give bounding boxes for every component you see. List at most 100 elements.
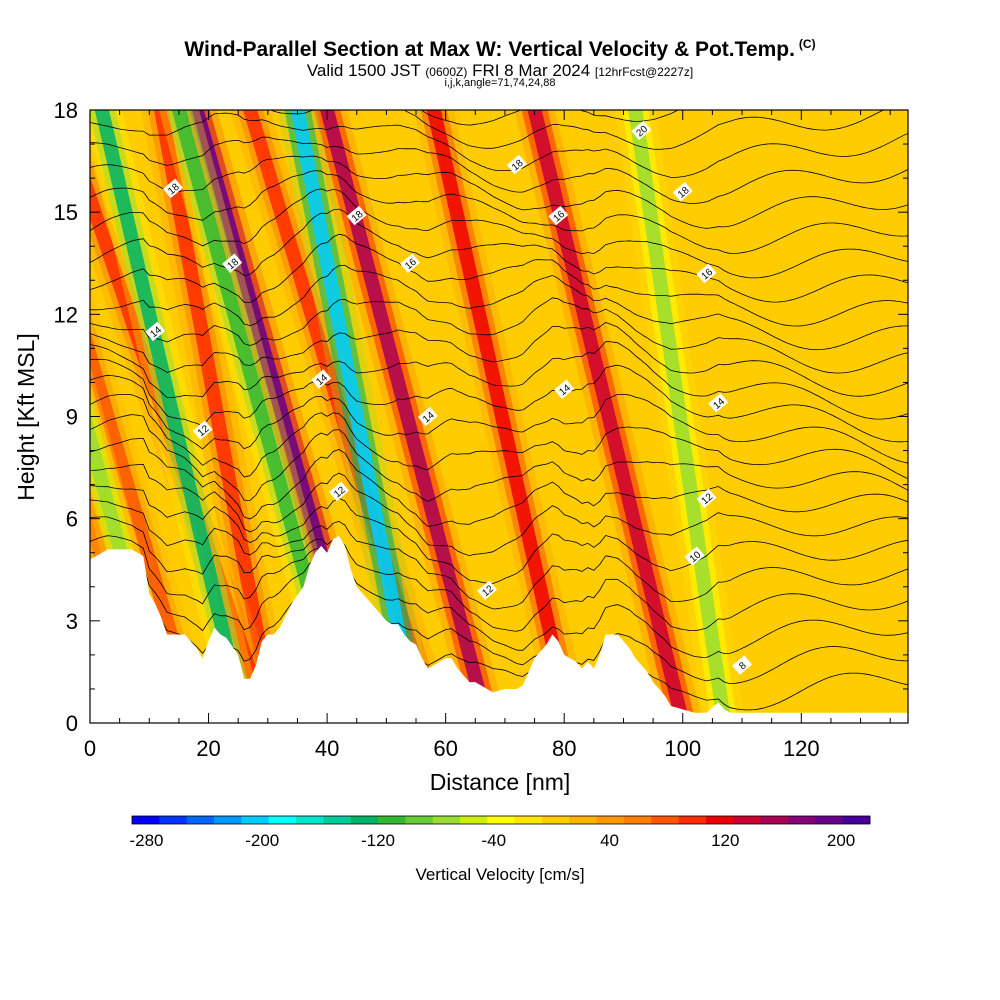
colorbar-swatch [432,816,461,824]
theta-contour-line [90,188,908,279]
theta-contour-line [90,499,908,610]
contour-label-bg [708,393,729,413]
contour-label-bg [311,369,332,389]
x-tick-label: 40 [315,736,339,761]
colorbar-swatch [405,816,434,824]
y-axis-label: Height [Kft MSL] [13,333,39,500]
x-tick-label: 80 [552,736,576,761]
colorbar-swatch [569,816,598,824]
contour-label-bg [631,120,652,141]
updraft-band-layer [154,110,281,723]
theta-contour-line [90,341,908,420]
colorbar-swatch [542,816,570,824]
colorbar-swatch [350,816,379,824]
contour-label-bg [477,580,498,600]
x-tick-label: 120 [783,736,820,761]
valid-utc: (0600Z) [425,65,468,79]
contour-label-bg [346,205,367,226]
y-tick-label: 3 [66,609,78,634]
contour-label-bg [548,205,569,226]
colorbar-swatch [842,816,871,824]
theta-contour-line [90,233,908,327]
updraft-band [413,110,591,723]
colorbar-tick-label: 120 [711,831,739,850]
updraft-band-layer [527,110,690,723]
colorbar-swatch [378,816,406,824]
terrain-mask [90,535,908,723]
colorbar-swatch [132,816,160,824]
grid-indices: i,j,k,angle=71,74,24,88 [444,77,556,89]
contour-label-bg [506,154,527,175]
contour-label-bg [328,481,349,502]
colorbar-swatch [733,816,762,824]
colorbar-swatch [460,816,488,824]
theta-contours [90,110,908,711]
updraft-band [140,110,294,723]
updraft-band [90,285,217,723]
updraft-band-layer [90,310,210,723]
colorbar-tick-label: -120 [361,831,395,850]
contour-label-bg [672,181,693,202]
y-tick-label: 6 [66,507,78,532]
theta-contour-line [90,112,908,178]
updraft-band-layer [426,110,578,723]
theta-contour-line [420,110,679,126]
contour-label-bg [684,546,705,566]
theta-contour-line [90,394,908,480]
colorbar-swatch [296,816,324,824]
colorbar-swatch [678,816,707,824]
theta-contour-line [90,358,908,443]
theta-contour-line [90,136,908,204]
colorbar-label: Vertical Velocity [cm/s] [415,865,584,884]
colorbar-swatch [323,816,352,824]
x-tick-label: 20 [196,736,220,761]
contour-label-text: 8 [737,660,749,672]
colorbar-swatch [596,816,625,824]
colorbar-tick-label: 200 [827,831,855,850]
downdraft-band-layer [628,110,732,723]
theta-contour-line [90,437,908,527]
contour-label-bg [145,321,166,342]
theta-contour-line [90,374,908,464]
contour-label: 8 [732,655,753,675]
colorbar-swatch [214,816,242,824]
downdraft-band-layer [94,110,252,723]
chart-subtitle: Valid 1500 JST (0600Z) FRI 8 Mar 2024 [1… [0,61,1000,81]
colorbar-tick-label: -280 [129,831,163,850]
theta-contour-line [90,485,908,584]
contour-label-bg [163,178,183,199]
colorbar-tick-label: -40 [481,831,506,850]
updraft-band [306,110,508,723]
colorbar-swatch [159,816,188,824]
downdraft-band [277,110,437,723]
theta-contour-line [90,264,908,351]
theta-contour-line [90,516,908,632]
chart-title: Wind-Parallel Section at Max W: Vertical… [0,37,1000,62]
theta-contour-line [90,297,908,374]
theta-contour-line [90,155,908,229]
copyright-mark: (C) [798,37,816,51]
updraft-band [514,110,703,723]
colorbar-swatch [268,816,297,824]
theta-contour-line [270,110,885,150]
colorbar-swatch [788,816,816,824]
contour-label-bg [400,253,421,273]
downdraft-band [615,110,745,723]
y-tick-label: 12 [54,302,78,327]
colorbar-swatch [815,816,844,824]
valid-prefix: Valid 1500 JST [306,61,421,80]
colorbar-swatch [487,816,516,824]
theta-contour-line [90,557,908,685]
colorbar-swatch [186,816,215,824]
x-tick-label: 60 [433,736,457,761]
y-tick-label: 15 [54,200,78,225]
colorbar: -280 -200 -120 -40 40 120 200 Vertical Velocity… [129,815,871,884]
y-tick-label: 9 [66,405,78,430]
downdraft-band-layer [171,110,352,723]
theta-contour-line [90,322,908,397]
x-tick-label: 100 [664,736,701,761]
chart-title-main: Wind-Parallel Section at Max W: Vertical… [184,38,795,61]
axes: 0 20 40 60 80 100 120 0 3 6 9 12 15 18 Distance [nm] He… [13,98,908,795]
contour-label-bg [554,379,575,399]
